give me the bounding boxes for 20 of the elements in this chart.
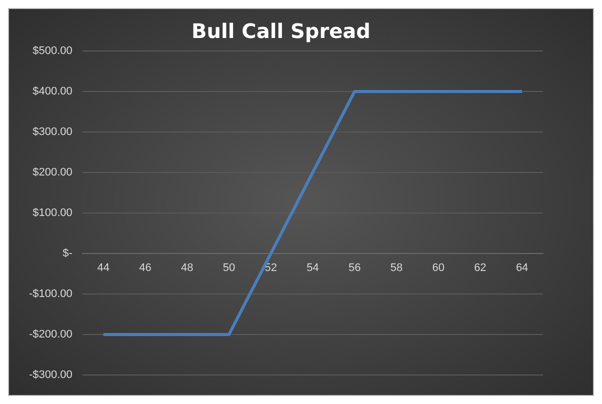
x-tick-label: 44 xyxy=(97,262,110,274)
chart-title: Bull Call Spread xyxy=(192,19,370,44)
x-tick-label: 62 xyxy=(474,262,486,274)
y-tick-label: $400.00 xyxy=(32,86,72,98)
x-tick-label: 60 xyxy=(432,262,444,274)
y-tick-label: $200.00 xyxy=(32,166,72,179)
y-tick-label: $300.00 xyxy=(32,126,72,138)
y-tick-label: -$200.00 xyxy=(28,328,72,341)
y-tick-label: -$100.00 xyxy=(28,288,72,300)
x-tick-label: 50 xyxy=(222,262,236,274)
x-tick-label: 64 xyxy=(516,262,528,274)
y-tick-label: $500.00 xyxy=(32,45,72,58)
x-tick-label: 58 xyxy=(390,262,403,274)
y-tick-label: $- xyxy=(62,248,73,260)
x-tick-label: 46 xyxy=(139,262,152,274)
x-tick-label: 48 xyxy=(180,262,194,274)
y-tick-label: -$300.00 xyxy=(28,369,72,382)
y-tick-label: $100.00 xyxy=(32,207,72,220)
x-tick-label: 56 xyxy=(348,262,361,274)
x-tick-label: 54 xyxy=(306,262,319,274)
